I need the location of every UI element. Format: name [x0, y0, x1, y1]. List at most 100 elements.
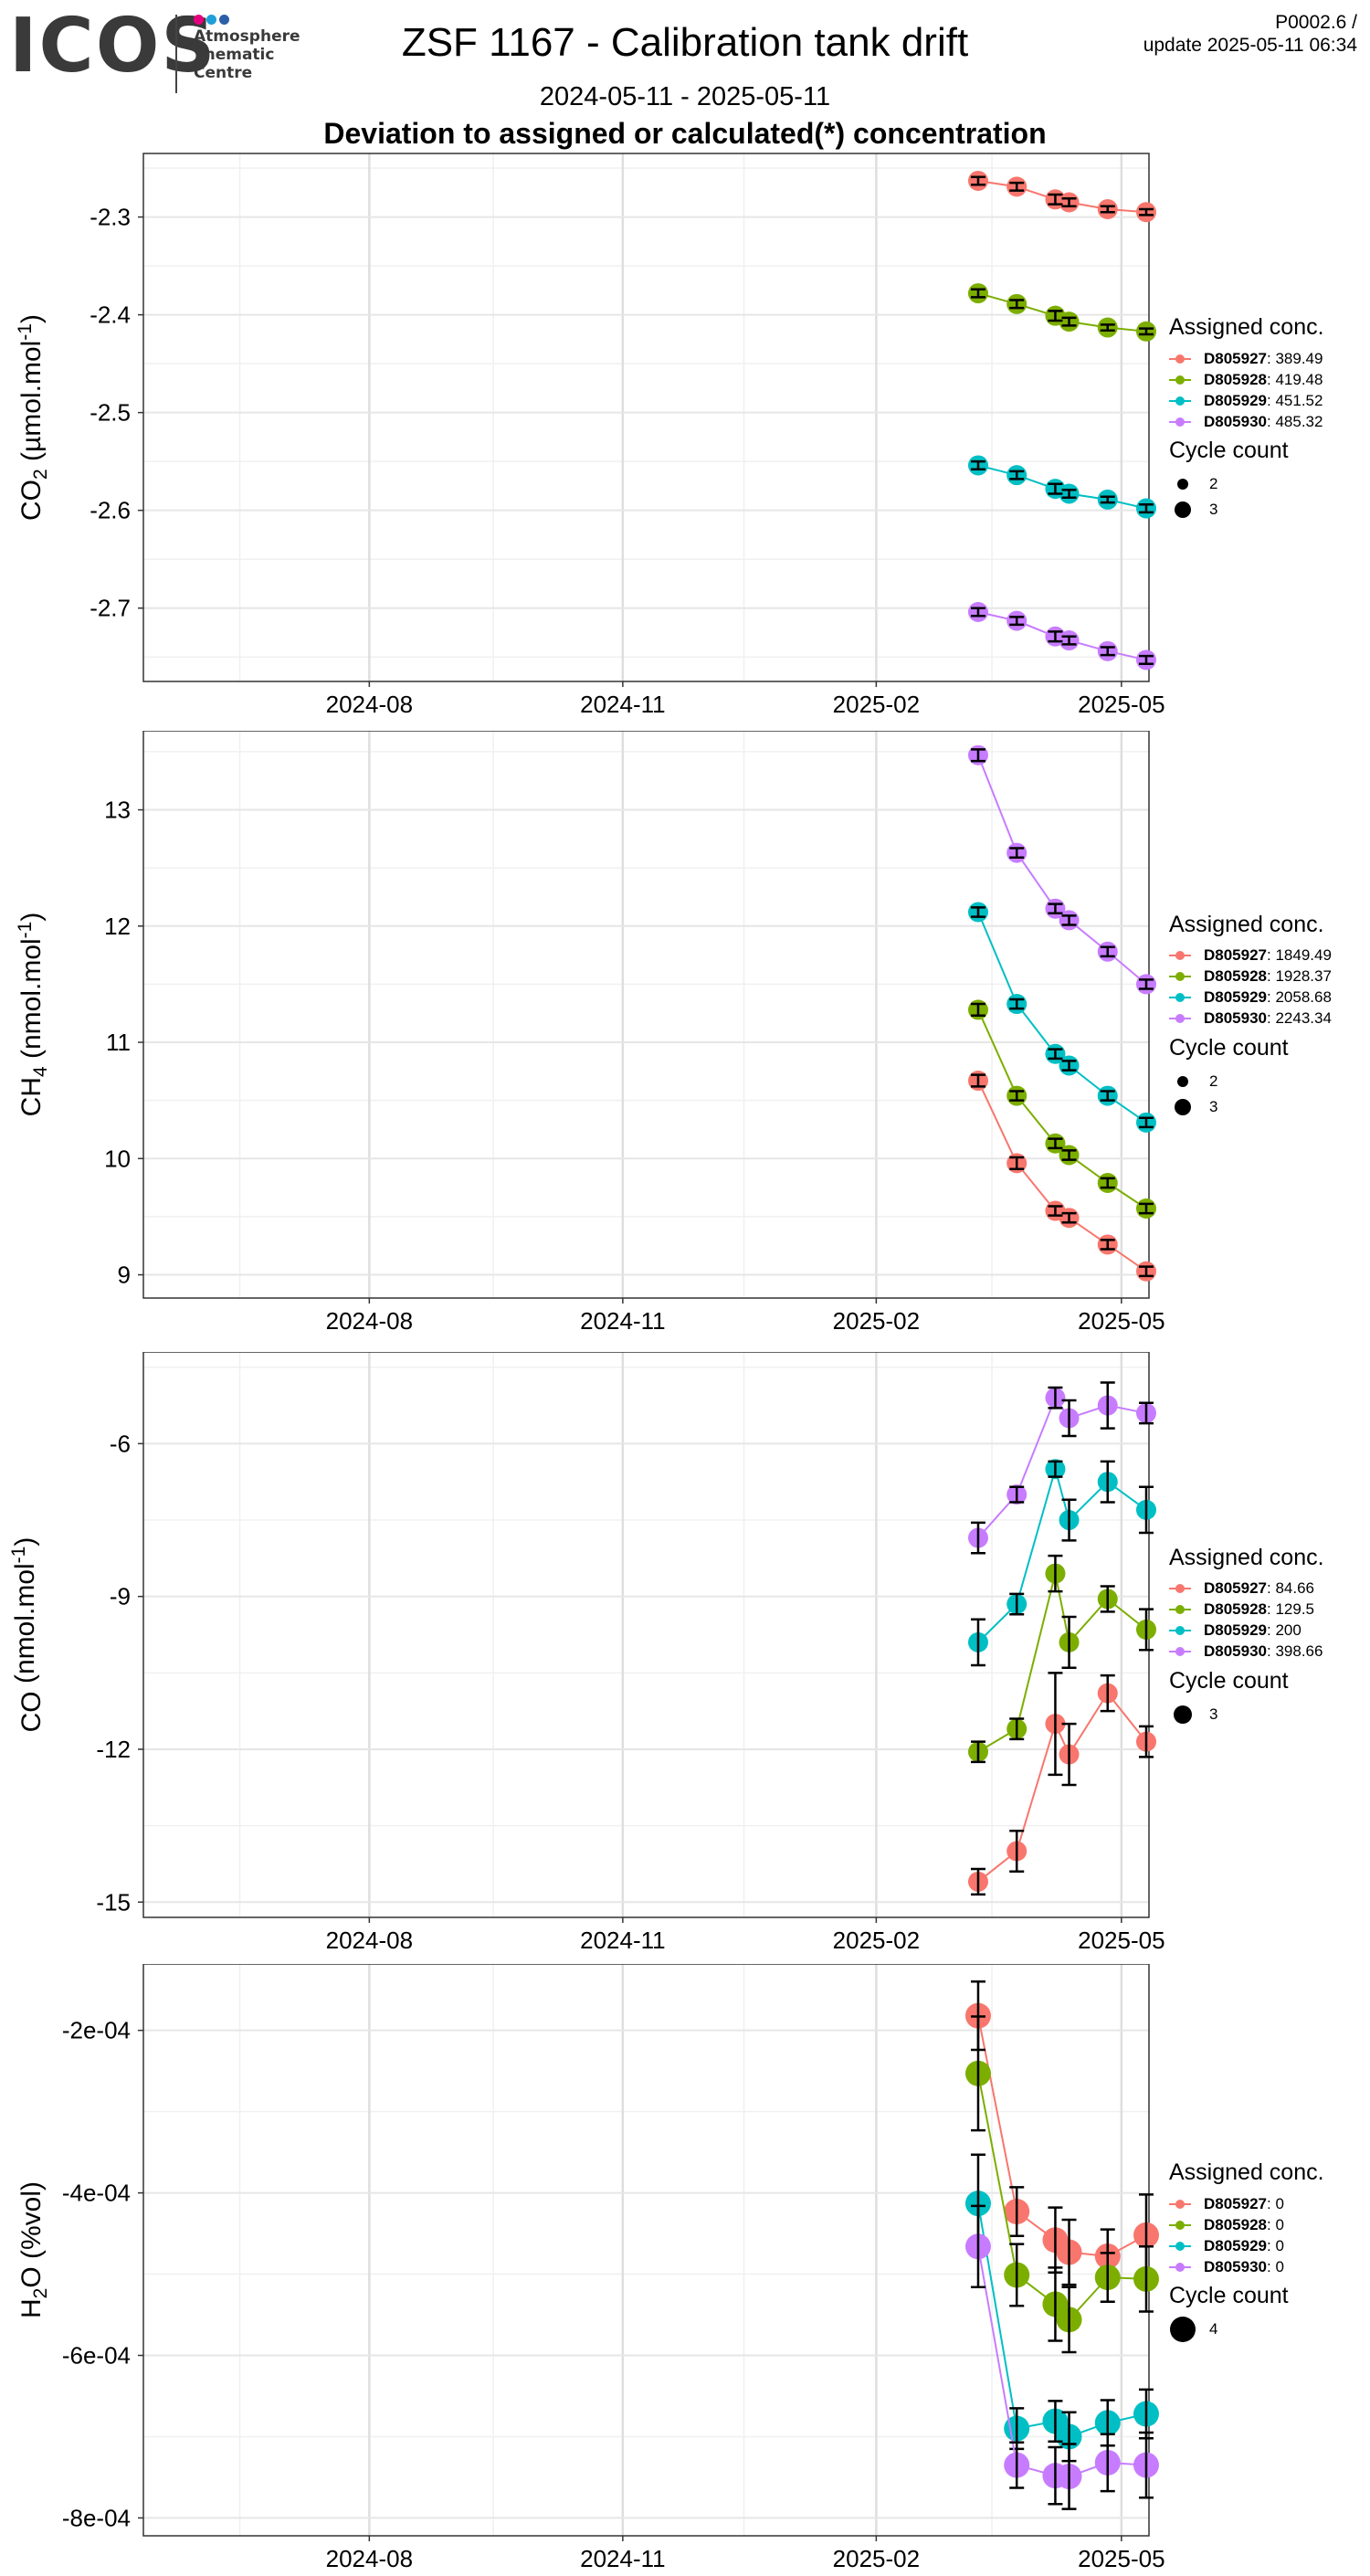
legend-assigned-value: : 1849.49 [1267, 946, 1332, 964]
legend-tank-id: D805927 [1204, 1579, 1268, 1597]
x-tick-label: 2024-11 [580, 1927, 666, 1954]
y-tick-label: 13 [104, 797, 131, 824]
legend-tank-id: D805927 [1204, 2194, 1268, 2212]
legend-item: D805928: 129.5 [1169, 1599, 1324, 1621]
x-tick-label: 2025-02 [833, 691, 920, 718]
legend-item: D805928: 0 [1169, 2214, 1324, 2235]
legend-item: D805927: 1849.49 [1169, 945, 1332, 966]
legend-title: Assigned conc. [1169, 911, 1324, 937]
x-tick-label: 2024-08 [326, 1307, 413, 1335]
legend-tank-id: D805930 [1204, 412, 1268, 430]
legend-4: Assigned conc. D805927: 0 D805928: 0 D80592… [1169, 2159, 1324, 2342]
plot-background [143, 1964, 1149, 2536]
y-tick-label: -15 [96, 1888, 131, 1916]
legend-assigned-value: : 451.52 [1267, 391, 1323, 409]
legend-key [1169, 1642, 1191, 1661]
legend-assigned-value: : 2058.68 [1267, 988, 1332, 1006]
y-axis-label: CH4 (nmol.mol-1) [15, 913, 51, 1117]
legend-item: D805930: 0 [1169, 2256, 1324, 2277]
logo-dot [206, 15, 216, 25]
version-code: P0002.6 / [1275, 12, 1357, 33]
legend-key [1169, 2258, 1191, 2276]
plot-background [143, 731, 1149, 1298]
legend-tank-id: D805929 [1204, 988, 1268, 1006]
y-tick-label: -8e-04 [62, 2504, 131, 2531]
legend-assigned-value: : 84.66 [1267, 1579, 1315, 1597]
legend-key [1169, 988, 1191, 1007]
size-legend-item: 3 [1169, 497, 1324, 523]
legend-assigned-value: : 129.5 [1267, 1600, 1315, 1618]
size-legend-key [1169, 501, 1196, 518]
size-legend-label: 2 [1209, 475, 1218, 492]
y-tick-label: -12 [96, 1736, 131, 1763]
legend-item: D805929: 2058.68 [1169, 987, 1332, 1008]
legend-assigned-value: : 0 [1267, 2257, 1284, 2275]
y-tick-label: -6 [110, 1430, 131, 1457]
legend-assigned-value: : 2243.34 [1267, 1009, 1332, 1027]
size-legend-label: 2 [1209, 1072, 1218, 1090]
y-tick-label: -2.4 [90, 301, 131, 329]
x-tick-label: 2025-02 [833, 1307, 920, 1335]
legend-assigned-value: : 0 [1267, 2215, 1284, 2233]
legend-tank-id: D805927 [1204, 349, 1268, 367]
legend-assigned-value: : 0 [1267, 2236, 1284, 2254]
legend-tank-id: D805929 [1204, 1621, 1268, 1639]
size-legend-item: 2 [1169, 1069, 1332, 1094]
legend-item: D805929: 200 [1169, 1621, 1324, 1642]
y-axis-label: CO (nmol.mol-1) [8, 1537, 47, 1733]
legend-key [1169, 967, 1191, 986]
y-tick-label: 12 [104, 913, 131, 940]
legend-item: D805930: 398.66 [1169, 1642, 1324, 1663]
size-legend-key [1169, 479, 1196, 490]
size-legend-label: 3 [1209, 1097, 1218, 1115]
legend-tank-id: D805929 [1204, 391, 1268, 409]
legend-tank-id: D805928 [1204, 2215, 1268, 2233]
y-tick-label: -2.7 [90, 595, 131, 622]
legend-tank-id: D805928 [1204, 967, 1268, 985]
legend-item: D805927: 0 [1169, 2193, 1324, 2214]
legend-key [1169, 413, 1191, 431]
x-tick-label: 2025-05 [1078, 2545, 1164, 2572]
y-tick-label: 9 [118, 1262, 131, 1289]
legend-key [1169, 350, 1191, 368]
x-tick-label: 2024-11 [580, 1307, 666, 1335]
y-tick-label: 11 [106, 1029, 131, 1056]
size-legend-label: 4 [1209, 2320, 1218, 2338]
size-legend-item: 3 [1169, 1702, 1324, 1727]
x-tick-label: 2025-02 [833, 2545, 920, 2572]
y-tick-label: -6e-04 [62, 2342, 131, 2370]
legend-tank-id: D805927 [1204, 946, 1268, 964]
legend-assigned-value: : 200 [1267, 1621, 1302, 1639]
x-tick-label: 2024-11 [580, 691, 666, 718]
chart-panel-4: -2e-04 -4e-04 -6e-04 -8e-04 2024-08 2024-11 20… [16, 1964, 1165, 2572]
size-legend-label: 3 [1209, 501, 1218, 518]
update-timestamp: update 2025-05-11 06:34 [1143, 35, 1357, 56]
y-tick-label: -9 [110, 1583, 131, 1610]
size-legend-label: 3 [1209, 1705, 1218, 1723]
logo-dot [219, 15, 229, 25]
legend-item: D805927: 389.49 [1169, 348, 1324, 369]
chart-panel-3: -6 -9 -12 -15 2024-08 2024-11 2025-02 2025-05 CO… [8, 1352, 1165, 1954]
legend-item: D805928: 1928.37 [1169, 966, 1332, 987]
size-legend-item: 2 [1169, 471, 1324, 497]
legend-item: D805930: 2243.34 [1169, 1008, 1332, 1029]
legend-title: Assigned conc. [1169, 1544, 1324, 1570]
legend-tank-id: D805930 [1204, 1642, 1268, 1660]
legend-3: Assigned conc. D805927: 84.66 D805928: 129… [1169, 1545, 1324, 1727]
legend-item: D805928: 419.48 [1169, 369, 1324, 390]
plot-border [142, 153, 1150, 682]
size-legend-key [1169, 1705, 1196, 1724]
x-tick-label: 2025-05 [1078, 1927, 1164, 1954]
legend-item: D805930: 485.32 [1169, 411, 1324, 432]
legend-key [1169, 2237, 1191, 2255]
legend-tank-id: D805928 [1204, 1600, 1268, 1618]
plot-background [143, 153, 1149, 681]
x-tick-label: 2024-08 [326, 1927, 413, 1954]
legend-tank-id: D805930 [1204, 2257, 1268, 2275]
legend-key [1169, 1600, 1191, 1619]
size-legend-item: 4 [1169, 2317, 1324, 2342]
legend-key [1169, 946, 1191, 965]
logo-subtitle: Atmosphere Thematic Centre [194, 27, 300, 82]
legend-assigned-value: : 0 [1267, 2194, 1284, 2212]
